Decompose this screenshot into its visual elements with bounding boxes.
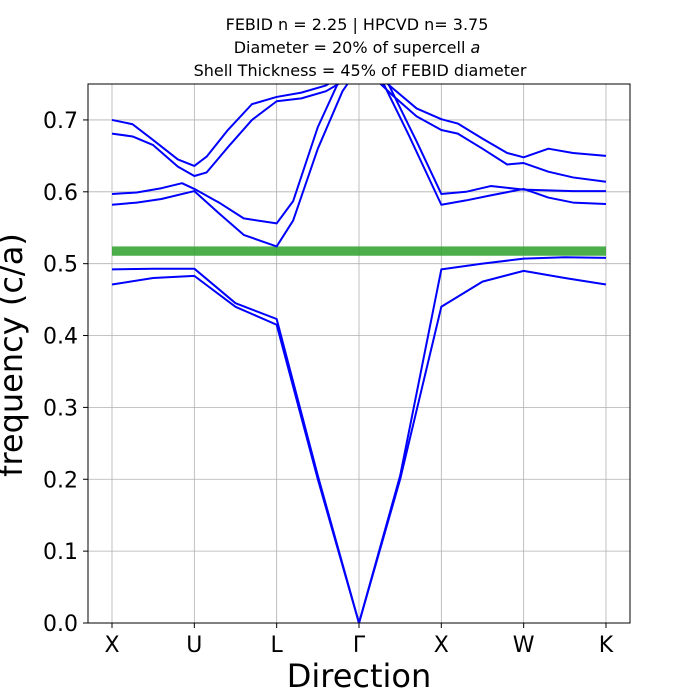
x-axis-label: Direction — [287, 657, 432, 695]
y-tick-label: 0.7 — [43, 109, 78, 134]
band-line-6 — [111, 84, 607, 183]
x-tick-label: U — [186, 633, 202, 658]
y-axis-label: frequency (c/a) — [0, 233, 30, 477]
y-tick-label: 0.4 — [43, 325, 78, 350]
chart-title: FEBID n = 2.25 | HPCVD n= 3.75 Diameter … — [194, 15, 527, 80]
y-tick-label: 0.5 — [43, 253, 78, 278]
band-line-1 — [111, 269, 607, 623]
band-line-4 — [111, 84, 606, 225]
x-tick-label: Γ — [353, 633, 366, 658]
band-gap-region — [112, 246, 606, 256]
x-tick-label: W — [513, 633, 535, 658]
title-line-2: Diameter = 20% of supercell a — [234, 38, 481, 57]
band-line-5 — [111, 84, 607, 167]
y-tick-label: 0.0 — [43, 612, 78, 637]
band-gap-bar — [112, 246, 606, 256]
x-tick-label: X — [104, 633, 119, 658]
y-axis-ticks: 0.0 0.1 0.2 0.3 0.4 0.5 0.6 0.7 — [43, 109, 88, 637]
y-tick-label: 0.2 — [43, 468, 78, 493]
y-tick-label: 0.1 — [43, 540, 78, 565]
y-tick-label: 0.6 — [43, 181, 78, 206]
x-tick-label: X — [434, 633, 449, 658]
title-line-1: FEBID n = 2.25 | HPCVD n= 3.75 — [226, 15, 489, 34]
band-lines — [111, 84, 607, 623]
x-tick-label: L — [271, 633, 284, 658]
grid-lines — [88, 84, 630, 624]
title-line-3: Shell Thickness = 45% of FEBID diameter — [194, 61, 527, 80]
band-line-2 — [111, 256, 606, 623]
y-tick-label: 0.3 — [43, 396, 78, 421]
x-tick-label: K — [599, 633, 614, 658]
